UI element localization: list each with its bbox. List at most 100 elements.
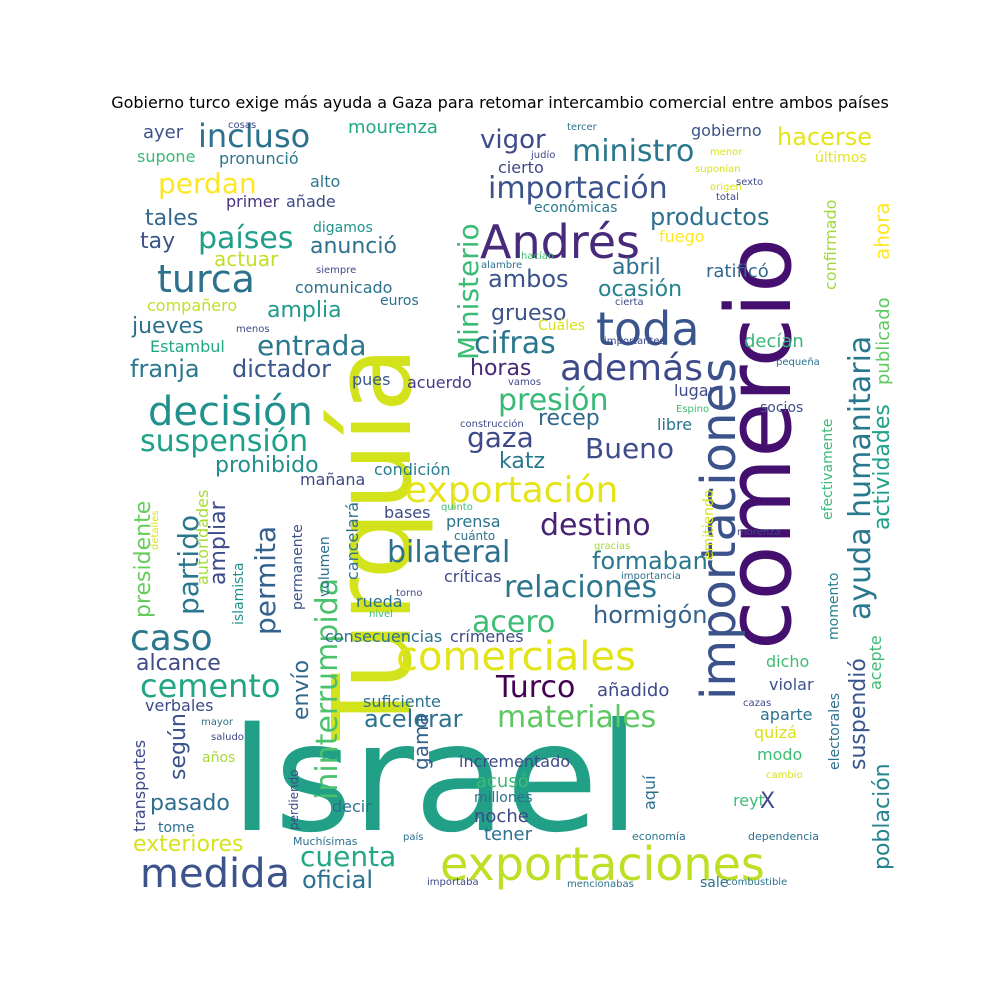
word-electorales: electorales bbox=[827, 693, 843, 770]
word-cuáles: Cuáles bbox=[538, 318, 585, 334]
word-comercio: comercio bbox=[707, 238, 812, 650]
word-estambul: Estambul bbox=[150, 337, 225, 356]
word-ministro: ministro bbox=[572, 134, 694, 169]
word-incluso: incluso bbox=[198, 117, 310, 155]
word-gracias: gracias bbox=[594, 541, 630, 552]
word-países: países bbox=[198, 221, 293, 256]
word-ahora: ahora bbox=[870, 202, 894, 260]
word-cierto: cierto bbox=[498, 158, 544, 177]
word-amplia: amplia bbox=[267, 298, 342, 323]
word-morenza: morenza bbox=[737, 527, 781, 538]
word-libre: libre bbox=[657, 415, 692, 434]
word-lugar: lugar bbox=[674, 381, 716, 400]
word-económicas: económicas bbox=[534, 200, 617, 216]
word-efectivamente: efectivamente bbox=[820, 419, 836, 520]
word-ampliar: ampliar bbox=[206, 500, 231, 585]
word-horas: horas bbox=[470, 356, 531, 381]
word-recep: recep bbox=[538, 406, 600, 431]
word-alambre: alambre bbox=[481, 260, 522, 271]
word-reyt: reyt bbox=[733, 791, 765, 810]
word-oficial: oficial bbox=[302, 866, 373, 894]
word-modo: modo bbox=[757, 745, 802, 764]
word-islamista: islamista bbox=[231, 562, 247, 625]
word-fuego: fuego bbox=[659, 227, 705, 246]
word-sale: sale bbox=[700, 875, 728, 891]
word-suspensión: suspensión bbox=[140, 424, 308, 459]
word-bilateral: bilateral bbox=[387, 535, 510, 570]
word-verbales: verbales bbox=[145, 696, 213, 715]
word-socios: socios bbox=[760, 400, 803, 416]
word-permita: permita bbox=[249, 526, 282, 635]
word-país: país bbox=[403, 831, 423, 843]
word-dicho: dicho bbox=[766, 652, 809, 671]
word-mañana: mañana bbox=[300, 470, 365, 489]
word-abril: abril bbox=[612, 255, 661, 280]
word-ayuda-humanitaria: ayuda humanitaria bbox=[843, 336, 878, 620]
word-hormigón: hormigón bbox=[593, 601, 708, 629]
word-gama: gama bbox=[409, 713, 433, 770]
word-entrada: entrada bbox=[257, 329, 367, 362]
word-gaza: gaza bbox=[467, 421, 534, 454]
word-espino: Espino bbox=[676, 404, 709, 415]
word-euros: euros bbox=[380, 293, 419, 309]
word-millones: millones bbox=[474, 790, 533, 806]
word-prensa: prensa bbox=[446, 512, 501, 531]
word-aquí: aquí bbox=[640, 775, 659, 810]
word-presidente: presidente bbox=[131, 501, 156, 618]
word-pues: pues bbox=[352, 370, 390, 389]
word-envío: envío bbox=[289, 660, 314, 720]
word-ratificó: ratificó bbox=[706, 261, 769, 282]
word-cuenta: cuenta bbox=[300, 840, 396, 873]
word-hacerse: hacerse bbox=[777, 123, 872, 151]
word-total: total bbox=[716, 192, 739, 203]
word-acuerdo: acuerdo bbox=[407, 373, 472, 392]
word-muchísimas: Muchísimas bbox=[293, 835, 358, 848]
word-años: años bbox=[202, 750, 235, 766]
word-importaciones: importaciones bbox=[691, 358, 747, 700]
word-perdan: perdan bbox=[158, 167, 257, 200]
word-quizá: quizá bbox=[754, 723, 797, 742]
word-comunicado: comunicado bbox=[295, 278, 392, 297]
word-vigor: vigor bbox=[480, 125, 546, 155]
word-andrés: Andrés bbox=[480, 215, 640, 269]
word-importaba: importaba bbox=[427, 877, 479, 888]
word-katz: katz bbox=[499, 449, 545, 474]
word-cifras: cifras bbox=[474, 326, 556, 361]
word-x: X bbox=[760, 789, 775, 814]
word-actividades: actividades bbox=[870, 404, 895, 530]
word-hacían: hacían bbox=[521, 250, 554, 262]
word-mencionabas: mencionabas bbox=[567, 879, 634, 890]
word-suponían: suponían bbox=[695, 163, 741, 175]
word-turca: turca bbox=[157, 257, 255, 301]
word-cazas: cazas bbox=[743, 698, 771, 709]
word-destino: destino bbox=[540, 508, 651, 543]
word-acelerar: acelerar bbox=[364, 705, 463, 733]
word-acusó: acusó bbox=[476, 771, 529, 792]
word-suficiente: suficiente bbox=[363, 692, 441, 711]
word-acero: acero bbox=[472, 605, 555, 640]
word-violar: violar bbox=[769, 675, 814, 694]
word-grueso: grueso bbox=[491, 301, 566, 326]
word-añadido: añadido bbox=[597, 680, 669, 701]
word-importación: importación bbox=[488, 171, 668, 206]
word-ministerio: Ministerio bbox=[452, 223, 485, 360]
word-productos: productos bbox=[650, 203, 770, 231]
word-pasado: pasado bbox=[150, 791, 230, 816]
word-emitiendo: emitiendo bbox=[701, 490, 717, 560]
word-caso: caso bbox=[130, 618, 213, 659]
word-ayer: ayer bbox=[143, 122, 184, 143]
word-judío: judío bbox=[530, 149, 555, 161]
word-combustible: combustible bbox=[726, 877, 787, 888]
word-momento: momento bbox=[826, 573, 842, 640]
chart-title: Gobierno turco exige más ayuda a Gaza pa… bbox=[111, 93, 889, 112]
word-pronunció: pronunció bbox=[219, 149, 299, 168]
word-franja: franja bbox=[130, 355, 200, 383]
word-aparte: aparte bbox=[760, 705, 812, 724]
word-autoridades: autoridades bbox=[193, 490, 212, 585]
word-primer: primer bbox=[226, 192, 280, 211]
word-dependencia: dependencia bbox=[748, 830, 819, 843]
word-noche: noche bbox=[474, 806, 529, 827]
word-añade: añade bbox=[286, 192, 336, 211]
word-cuánto: cuánto bbox=[454, 529, 495, 543]
